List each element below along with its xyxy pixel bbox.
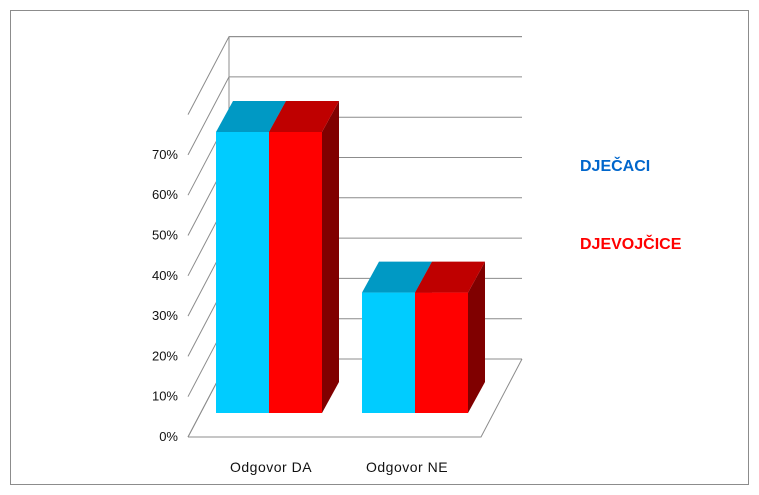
bar-top (362, 261, 432, 293)
legend: DJEČACI DJEVOJČICE (580, 156, 682, 253)
y-tick-label: 50% (152, 228, 178, 243)
y-tick-label: 40% (152, 268, 178, 283)
gridline (187, 36, 522, 115)
bar-top (269, 101, 339, 132)
x-category-label: Odgovor NE (366, 459, 448, 475)
floor-front-edge (188, 358, 523, 438)
bar-front (415, 292, 468, 413)
x-category-label: Odgovor DA (230, 459, 312, 475)
bar-front (362, 292, 415, 413)
y-tick-label: 20% (152, 348, 178, 363)
y-tick-label: 70% (152, 147, 178, 162)
bar-top (415, 261, 485, 293)
bar-front (269, 132, 322, 413)
y-tick-label: 0% (159, 429, 178, 444)
bar-side (322, 101, 339, 413)
x-axis-labels: Odgovor DA Odgovor NE (230, 459, 448, 475)
y-axis-ticks: 0% 10% 20% 30% 40% 50% 60% 70% (152, 147, 178, 444)
bar-top (216, 101, 286, 132)
bar-front (216, 132, 269, 413)
bars (216, 101, 485, 413)
y-tick-label: 10% (152, 389, 178, 404)
bar (415, 261, 485, 413)
bar-side (468, 261, 485, 413)
y-tick-label: 30% (152, 308, 178, 323)
legend-entry: DJEVOJČICE (580, 234, 682, 253)
legend-entry: DJEČACI (580, 156, 650, 175)
bar (269, 101, 339, 413)
y-tick-label: 60% (152, 187, 178, 202)
gridline (187, 76, 522, 156)
